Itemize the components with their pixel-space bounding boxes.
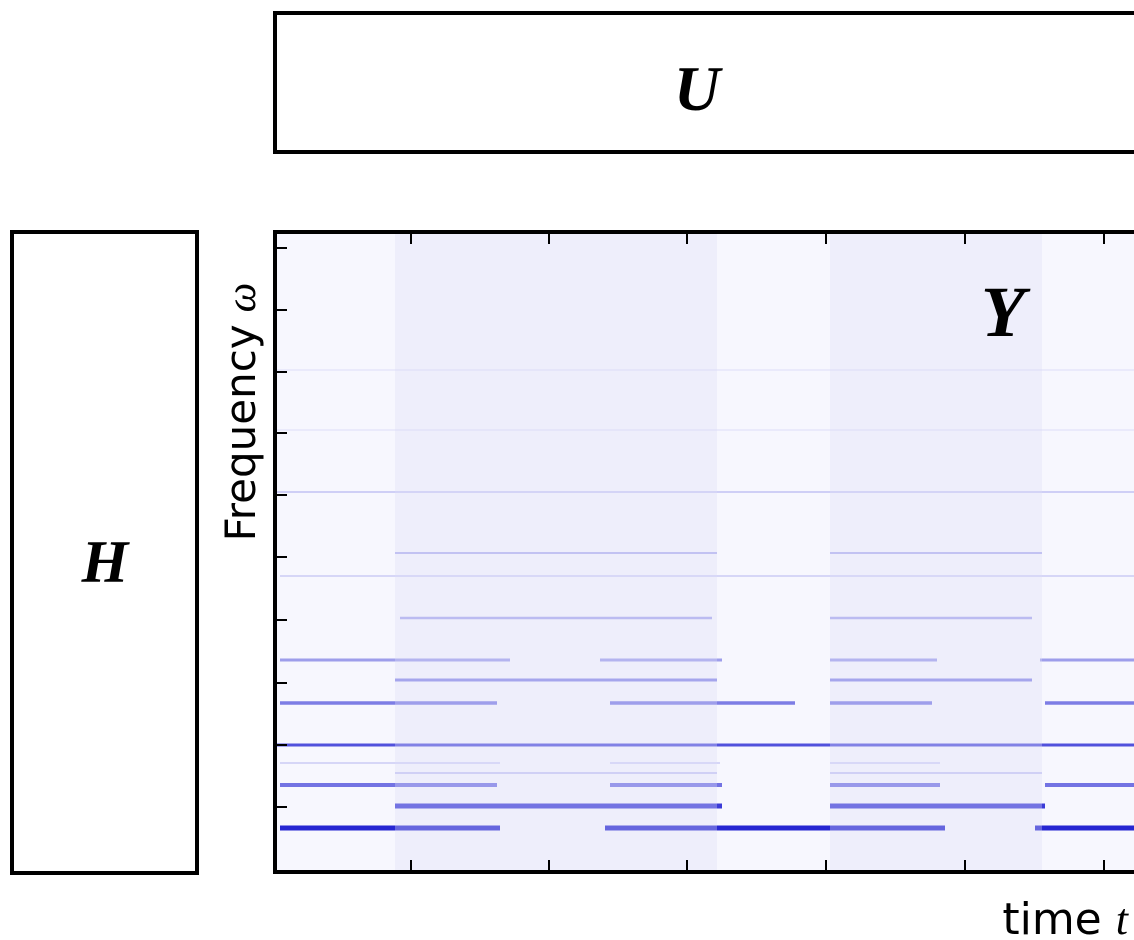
- left-box: [10, 230, 199, 875]
- spectrogram-bg: [275, 232, 1134, 872]
- y-axis-label: Frequency ω: [216, 283, 265, 542]
- y-axis-title: Frequency: [216, 324, 265, 541]
- note-shade: [830, 234, 1042, 870]
- note-shade: [395, 234, 717, 870]
- x-axis-title: time: [1002, 894, 1101, 940]
- x-axis-label: time t: [1002, 894, 1129, 940]
- spectrogram-lines: [277, 234, 1134, 870]
- left-box-label: H: [81, 529, 131, 595]
- x-axis-symbol: t: [1116, 895, 1130, 940]
- spectrogram-frame: [273, 230, 1134, 874]
- top-box-label: U: [674, 53, 723, 124]
- spectrogram-label: Y: [981, 272, 1031, 352]
- y-axis-symbol: ω: [219, 283, 265, 313]
- top-box: [273, 11, 1134, 154]
